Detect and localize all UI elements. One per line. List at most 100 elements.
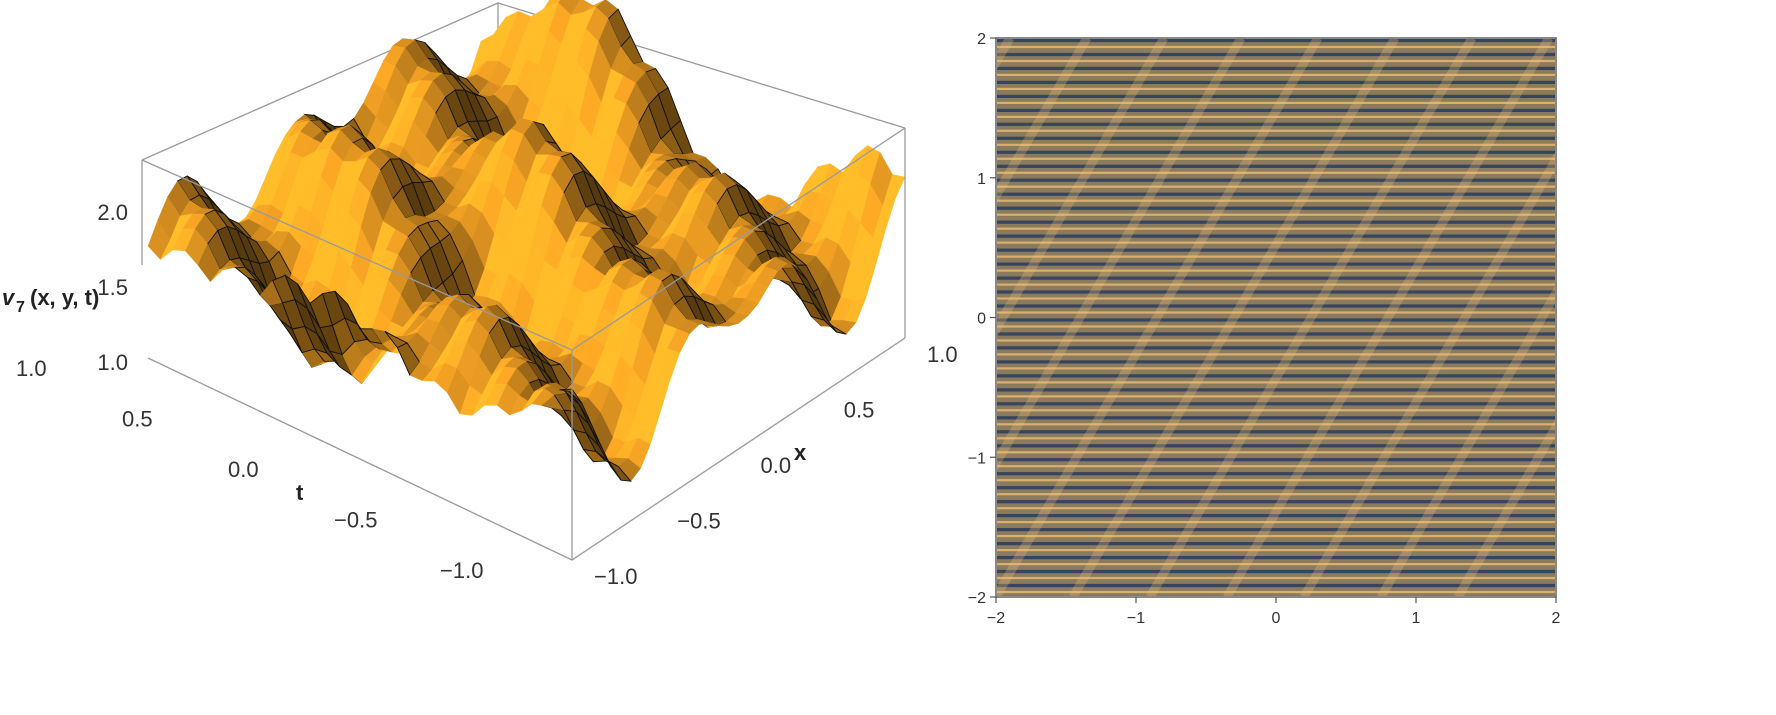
- contour-band: [997, 416, 1555, 420]
- contour-band: [997, 325, 1555, 328]
- contour-streak: [997, 39, 1168, 337]
- contour-plot: −2 −1 0 1 2 −2 −1 0 1 2: [968, 31, 1561, 627]
- x-tick-label: −1.0: [594, 564, 637, 589]
- contour-band: [997, 514, 1555, 518]
- contour-x-tick-label: 1: [1412, 610, 1421, 627]
- contour-band: [997, 500, 1555, 504]
- x-axis-ticks: −1.0 −0.5 0.0 0.5 1.0: [594, 342, 958, 589]
- contour-band: [997, 472, 1555, 476]
- contour-band: [997, 556, 1555, 560]
- contour-band: [997, 444, 1555, 448]
- contour-band: [997, 402, 1555, 406]
- contour-y-tick-label: −2: [968, 590, 986, 607]
- t-tick-label: 0.5: [122, 407, 153, 432]
- surface-patch: [559, 388, 583, 404]
- contour-band: [997, 262, 1555, 266]
- contour-band: [997, 87, 1555, 90]
- z-axis-label-sub: 7: [16, 299, 25, 316]
- contour-band: [997, 528, 1555, 532]
- surface-plot: −1.0−0.50.00.51.0 −1.0−0.50.00.51.0 1.01…: [2, 0, 958, 589]
- contour-band: [997, 521, 1555, 524]
- t-axis-label: t: [296, 480, 304, 505]
- contour-band: [997, 360, 1555, 364]
- contour-y-tick-label: 0: [977, 311, 986, 328]
- contour-band: [997, 542, 1555, 546]
- contour-streak: [1454, 419, 1555, 596]
- contour-y-tick-label: −1: [968, 450, 986, 467]
- contour-band: [997, 388, 1555, 392]
- contour-band: [997, 136, 1555, 140]
- contour-band: [997, 108, 1555, 112]
- contour-band: [997, 248, 1555, 252]
- t-tick-label: −1.0: [440, 558, 483, 583]
- contour-band: [997, 381, 1555, 384]
- contour-band: [997, 563, 1555, 566]
- contour-band: [997, 143, 1555, 146]
- contour-band: [997, 178, 1555, 182]
- contour-band: [997, 164, 1555, 168]
- z-tick-label: 1.0: [97, 350, 128, 375]
- contour-y-tick-label: 2: [977, 31, 986, 48]
- x-tick-label: 0.5: [844, 398, 875, 423]
- contour-band: [997, 486, 1555, 490]
- contour-band: [997, 311, 1555, 314]
- contour-band: [997, 80, 1555, 84]
- contour-band: [997, 409, 1555, 412]
- contour-y-tick-label: 1: [977, 171, 986, 188]
- contour-band: [997, 290, 1555, 294]
- contour-band: [997, 234, 1555, 238]
- contour-band: [997, 101, 1555, 104]
- contour-band: [997, 52, 1555, 57]
- contour-band: [997, 590, 1555, 594]
- contour-x-tick-label: −1: [1127, 610, 1145, 627]
- contour-band: [997, 318, 1555, 322]
- contour-streak: [1146, 39, 1476, 596]
- z-axis-label-args: (x, y, t): [30, 285, 99, 310]
- contour-x-tick-label: 0: [1272, 610, 1281, 627]
- contour-band: [997, 59, 1555, 63]
- contour-fill: [997, 39, 1555, 596]
- surface-box-front: [141, 127, 906, 561]
- contour-band: [997, 241, 1555, 244]
- contour-streak: [1223, 39, 1553, 596]
- z-tick-label: 2.0: [97, 200, 128, 225]
- contour-band: [997, 576, 1555, 580]
- contour-streak: [997, 39, 1322, 596]
- contour-band: [997, 332, 1555, 336]
- x-tick-label: 1.0: [927, 342, 958, 367]
- contour-streak: [997, 39, 1245, 471]
- contour-band: [997, 507, 1555, 510]
- contour-band: [997, 269, 1555, 272]
- contour-band: [997, 535, 1555, 538]
- contour-band: [997, 465, 1555, 468]
- z-axis-label: v 7 (x, y, t): [2, 285, 99, 316]
- contour-band: [997, 192, 1555, 196]
- contour-band: [997, 283, 1555, 286]
- x-axis-label: x: [794, 440, 807, 465]
- surface-mesh: [147, 0, 906, 482]
- contour-streak: [1300, 152, 1555, 596]
- contour-band: [997, 437, 1555, 440]
- contour-x-ticks: −2 −1 0 1 2: [987, 597, 1561, 627]
- contour-band: [997, 374, 1555, 378]
- t-tick-label: 0.0: [228, 457, 259, 482]
- contour-band: [997, 122, 1555, 126]
- contour-x-tick-label: −2: [987, 610, 1005, 627]
- z-tick-label: 1.5: [97, 275, 128, 300]
- contour-band: [997, 150, 1555, 154]
- contour-band: [997, 304, 1555, 308]
- contour-band: [997, 479, 1555, 482]
- contour-band: [997, 583, 1555, 588]
- contour-x-tick-label: 2: [1552, 610, 1561, 627]
- x-tick-label: 0.0: [761, 453, 792, 478]
- z-axis-ticks: 1.0 1.5 2.0: [97, 200, 128, 375]
- contour-band: [997, 569, 1555, 574]
- contour-streak: [997, 39, 1091, 204]
- contour-band: [997, 199, 1555, 202]
- contour-band: [997, 395, 1555, 398]
- contour-band: [997, 227, 1555, 230]
- contour-band: [997, 493, 1555, 496]
- contour-band: [997, 157, 1555, 160]
- contour-band: [997, 339, 1555, 342]
